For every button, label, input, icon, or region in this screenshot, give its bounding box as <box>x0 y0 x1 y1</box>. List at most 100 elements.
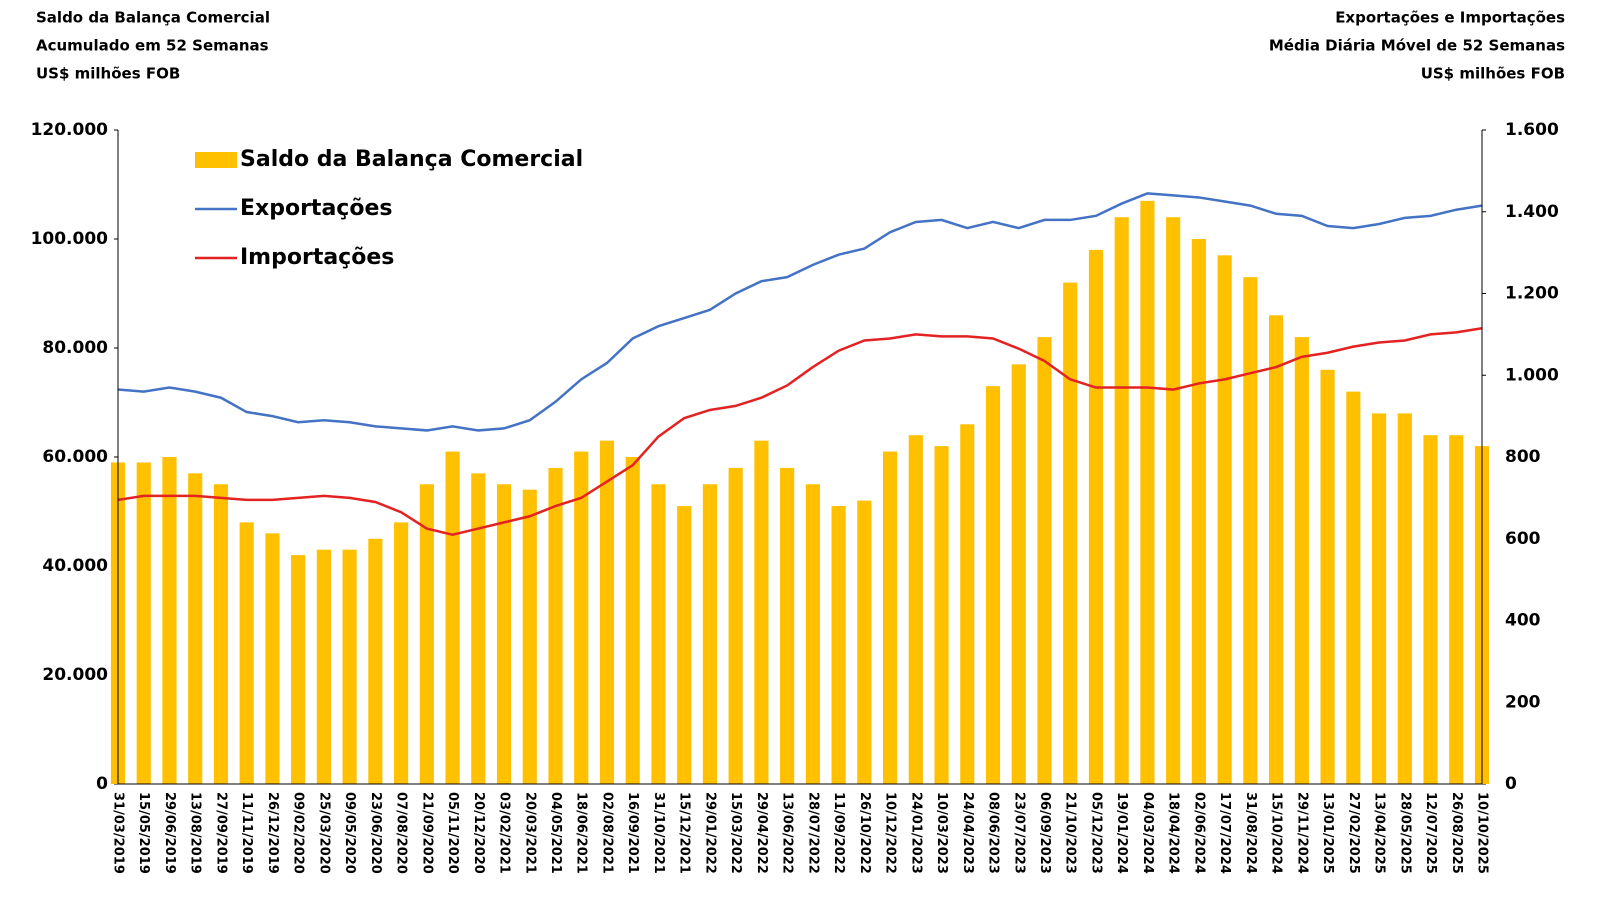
line <box>117 327 1483 536</box>
x-tick-label: 03/02/2021 <box>497 792 512 874</box>
x-tick-label: 31/10/2021 <box>651 792 666 874</box>
x-tick-label: 05/12/2023 <box>1088 792 1103 874</box>
x-tick-label: 13/08/2019 <box>188 792 203 874</box>
x-tick-label: 09/02/2020 <box>291 792 306 874</box>
bar <box>960 424 975 784</box>
bar <box>1423 435 1438 784</box>
x-tick-label: 28/07/2022 <box>805 792 820 874</box>
line <box>117 192 1483 432</box>
y-tick-label: 60.000 <box>42 447 108 467</box>
left-title: Acumulado em 52 Semanas <box>36 37 269 55</box>
bar <box>496 484 512 784</box>
x-tick-label: 15/03/2022 <box>728 792 743 874</box>
x-tick-label: 16/09/2021 <box>625 792 640 874</box>
x-tick-label: 02/06/2024 <box>1191 792 1206 874</box>
x-tick-label: 24/01/2023 <box>908 792 923 874</box>
x-tick-label: 06/09/2023 <box>1037 792 1052 874</box>
bar <box>394 522 409 784</box>
x-tick-label: 02/08/2021 <box>599 792 614 874</box>
bar <box>651 484 666 784</box>
bar <box>574 451 589 784</box>
right-title: Exportações e Importações <box>1335 9 1565 27</box>
y2-tick-label: 400 <box>1505 611 1541 631</box>
bar <box>857 500 872 784</box>
x-tick-label: 26/12/2019 <box>265 792 280 874</box>
bar <box>1397 413 1412 784</box>
y2-tick-label: 1.200 <box>1505 284 1559 304</box>
bar <box>522 489 537 784</box>
left-title: US$ milhões FOB <box>36 65 180 83</box>
x-tick-label: 23/06/2020 <box>368 792 383 874</box>
x-tick-label: 15/05/2019 <box>136 792 151 874</box>
legend-label: Saldo da Balança Comercial <box>240 147 583 172</box>
bar <box>805 484 820 784</box>
x-tick-label: 15/12/2021 <box>677 792 692 874</box>
y-tick-label: 120.000 <box>31 120 109 140</box>
x-tick-label: 15/10/2024 <box>1269 792 1284 874</box>
bar <box>728 467 743 784</box>
bar <box>1011 364 1026 784</box>
bar <box>1114 217 1129 784</box>
bar <box>342 549 357 784</box>
right-title: Média Diária Móvel de 52 Semanas <box>1269 37 1565 55</box>
legend-label: Importações <box>240 245 394 270</box>
x-tick-label: 28/05/2025 <box>1397 792 1412 874</box>
bar <box>754 440 769 784</box>
bar <box>1166 217 1181 784</box>
x-tick-label: 10/10/2025 <box>1475 792 1490 874</box>
y2-tick-label: 1.400 <box>1505 202 1559 222</box>
x-tick-label: 27/02/2025 <box>1346 792 1361 874</box>
legend-label: Exportações <box>240 196 392 221</box>
y2-tick-label: 1.600 <box>1505 120 1559 140</box>
y-tick-label: 80.000 <box>42 338 108 358</box>
x-tick-label: 31/08/2024 <box>1243 792 1258 874</box>
bar <box>265 533 280 784</box>
x-tick-label: 13/01/2025 <box>1320 792 1335 874</box>
x-tick-label: 19/01/2024 <box>1114 792 1129 874</box>
y2-tick-label: 1.000 <box>1505 365 1559 385</box>
bar <box>985 386 1001 784</box>
right-title: US$ milhões FOB <box>1421 65 1565 83</box>
bar <box>471 473 486 784</box>
y2-tick-label: 600 <box>1505 529 1541 549</box>
x-tick-label: 08/06/2023 <box>986 792 1001 874</box>
bar <box>599 440 615 784</box>
x-tick-label: 04/03/2024 <box>1140 792 1155 874</box>
bar <box>1037 337 1052 784</box>
x-tick-label: 04/05/2021 <box>548 792 563 874</box>
bar <box>1320 369 1335 784</box>
bar <box>780 467 795 784</box>
bar <box>162 457 177 784</box>
bar <box>1449 435 1464 784</box>
bar <box>368 538 383 784</box>
bar <box>1063 282 1078 784</box>
x-tick-label: 13/06/2022 <box>780 792 795 874</box>
bar <box>548 467 563 784</box>
x-tick-label: 23/07/2023 <box>1011 792 1026 874</box>
x-tick-label: 10/12/2022 <box>883 792 898 874</box>
x-tick-label: 20/03/2021 <box>522 792 537 874</box>
legend-swatch <box>195 152 237 168</box>
x-tick-label: 12/07/2025 <box>1423 792 1438 874</box>
x-tick-label: 26/10/2022 <box>857 792 872 874</box>
bar <box>934 446 949 784</box>
bar <box>1346 391 1361 784</box>
y-tick-label: 40.000 <box>42 556 108 576</box>
x-tick-label: 21/10/2023 <box>1063 792 1078 874</box>
y-tick-label: 100.000 <box>31 229 109 249</box>
x-tick-label: 07/08/2020 <box>394 792 409 874</box>
bar <box>908 435 923 784</box>
x-tick-label: 25/03/2020 <box>316 792 331 874</box>
x-tick-label: 09/05/2020 <box>342 792 357 874</box>
x-tick-label: 05/11/2020 <box>445 792 460 874</box>
bar <box>1140 200 1155 785</box>
x-tick-label: 26/08/2025 <box>1449 792 1464 874</box>
x-tick-label: 21/09/2020 <box>419 792 434 874</box>
bar <box>445 451 460 784</box>
bar <box>136 462 151 784</box>
bar <box>1269 315 1284 784</box>
bar <box>1243 277 1258 784</box>
bar <box>188 473 203 784</box>
left-title: Saldo da Balança Comercial <box>36 9 270 27</box>
